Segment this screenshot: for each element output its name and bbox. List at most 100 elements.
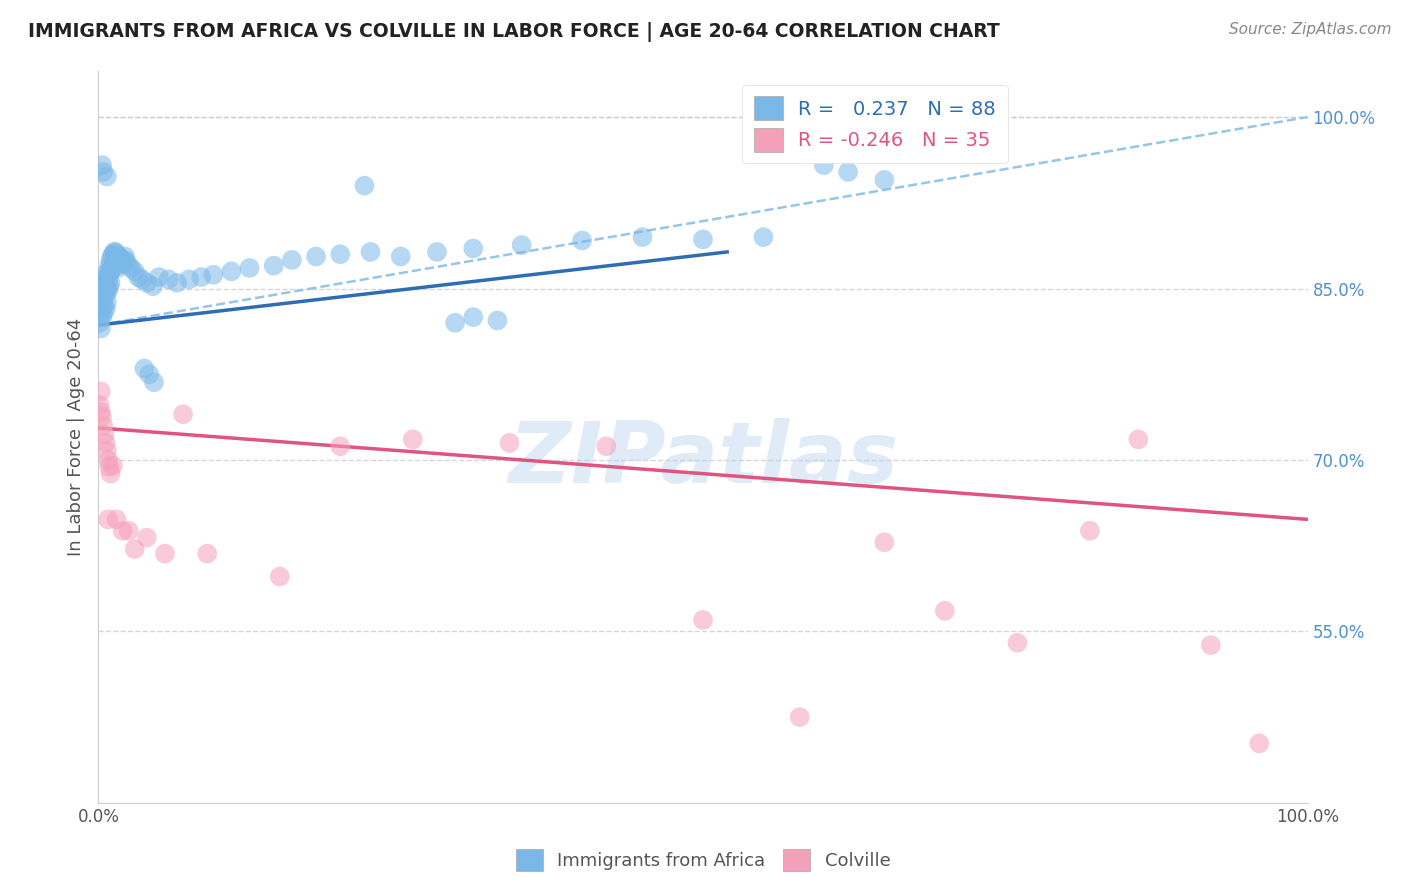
Point xyxy=(510,238,533,252)
Point xyxy=(94,435,117,450)
Point xyxy=(153,547,176,561)
Point xyxy=(631,230,654,244)
Point xyxy=(135,531,157,545)
Point xyxy=(353,178,375,193)
Point xyxy=(91,418,114,433)
Point xyxy=(97,512,120,526)
Point xyxy=(179,272,201,286)
Point xyxy=(1007,636,1029,650)
Point xyxy=(101,259,124,273)
Y-axis label: In Labor Force | Age 20-64: In Labor Force | Age 20-64 xyxy=(66,318,84,557)
Point xyxy=(127,270,149,285)
Point xyxy=(498,435,520,450)
Point xyxy=(97,453,120,467)
Point xyxy=(115,254,138,268)
Point xyxy=(100,264,122,278)
Point xyxy=(837,165,859,179)
Point xyxy=(91,299,114,313)
Point xyxy=(103,256,125,270)
Point xyxy=(172,407,194,421)
Point xyxy=(89,316,111,330)
Point xyxy=(752,230,775,244)
Point xyxy=(143,375,166,389)
Point xyxy=(1199,638,1222,652)
Point xyxy=(96,443,118,458)
Point xyxy=(105,259,128,273)
Point xyxy=(97,264,120,278)
Point xyxy=(98,259,121,273)
Point xyxy=(426,244,449,259)
Point xyxy=(91,293,114,307)
Point xyxy=(97,272,120,286)
Point xyxy=(96,270,118,285)
Legend: Immigrants from Africa, Colville: Immigrants from Africa, Colville xyxy=(509,842,897,879)
Point xyxy=(195,547,218,561)
Point xyxy=(89,398,111,412)
Point xyxy=(111,256,134,270)
Text: ZIPatlas: ZIPatlas xyxy=(508,417,898,500)
Point xyxy=(91,158,114,172)
Point xyxy=(118,524,141,538)
Point xyxy=(98,268,121,282)
Point xyxy=(486,313,509,327)
Point xyxy=(104,256,127,270)
Point xyxy=(190,270,212,285)
Point xyxy=(90,384,112,399)
Point xyxy=(100,260,122,275)
Point xyxy=(389,250,412,264)
Point xyxy=(101,458,124,473)
Point xyxy=(91,310,114,324)
Point xyxy=(148,270,170,285)
Point xyxy=(111,524,134,538)
Point xyxy=(281,252,304,267)
Point xyxy=(94,276,117,290)
Point xyxy=(873,535,896,549)
Point xyxy=(110,254,132,268)
Point xyxy=(100,276,122,290)
Point xyxy=(329,247,352,261)
Text: IMMIGRANTS FROM AFRICA VS COLVILLE IN LABOR FORCE | AGE 20-64 CORRELATION CHART: IMMIGRANTS FROM AFRICA VS COLVILLE IN LA… xyxy=(28,22,1000,42)
Point xyxy=(94,268,117,282)
Point xyxy=(595,439,617,453)
Point xyxy=(98,279,121,293)
Point xyxy=(94,287,117,301)
Point xyxy=(221,264,243,278)
Point xyxy=(329,439,352,453)
Point xyxy=(202,268,225,282)
Point xyxy=(98,459,121,474)
Point xyxy=(107,260,129,275)
Point xyxy=(1078,524,1101,538)
Point xyxy=(269,569,291,583)
Point xyxy=(239,260,262,275)
Point xyxy=(105,247,128,261)
Point xyxy=(142,279,165,293)
Point xyxy=(104,244,127,259)
Point xyxy=(108,252,131,266)
Point xyxy=(263,259,285,273)
Point xyxy=(96,281,118,295)
Point xyxy=(131,272,153,286)
Point xyxy=(571,234,593,248)
Point xyxy=(103,244,125,259)
Point xyxy=(112,252,135,267)
Point xyxy=(114,250,136,264)
Point xyxy=(120,260,142,275)
Point xyxy=(108,250,131,264)
Point xyxy=(118,259,141,273)
Point xyxy=(105,512,128,526)
Point xyxy=(91,409,114,424)
Point xyxy=(93,299,115,313)
Point xyxy=(93,427,115,442)
Point xyxy=(100,252,122,267)
Point xyxy=(91,291,114,305)
Point xyxy=(90,405,112,419)
Point xyxy=(692,613,714,627)
Point xyxy=(444,316,467,330)
Point xyxy=(463,242,485,256)
Point xyxy=(360,244,382,259)
Point xyxy=(138,368,160,382)
Point xyxy=(124,264,146,278)
Point xyxy=(692,232,714,246)
Point xyxy=(91,307,114,321)
Point xyxy=(934,604,956,618)
